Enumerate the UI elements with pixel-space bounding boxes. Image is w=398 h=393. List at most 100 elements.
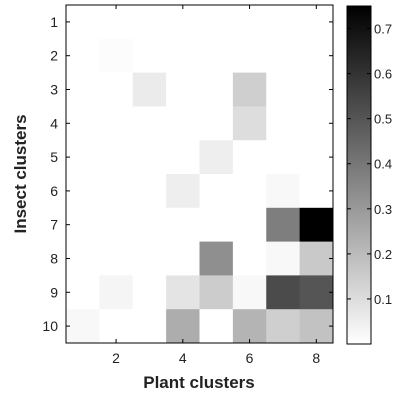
y-axis-ticks: 1 2 3 4 5 6 7 8 9 10 bbox=[42, 14, 333, 334]
heatmap-cell bbox=[66, 5, 100, 40]
y-tick-label: 9 bbox=[50, 284, 58, 300]
heatmap-cells bbox=[66, 5, 334, 344]
heatmap-cell bbox=[66, 309, 100, 344]
heatmap-cell bbox=[132, 106, 167, 141]
heatmap-cell bbox=[166, 5, 200, 40]
colorbar-tick-label: 0.2 bbox=[374, 247, 392, 262]
heatmap-cell bbox=[232, 38, 267, 73]
heatmap-cell bbox=[232, 106, 267, 141]
heatmap-cell bbox=[166, 106, 200, 141]
heatmap-cell bbox=[166, 309, 200, 344]
heatmap-cell bbox=[99, 72, 134, 107]
heatmap-cell bbox=[199, 275, 234, 310]
heatmap-cell bbox=[99, 275, 134, 310]
heatmap-cell bbox=[199, 140, 234, 175]
heatmap-cell bbox=[66, 106, 100, 141]
heatmap-cell bbox=[299, 72, 334, 107]
heatmap-cell bbox=[166, 38, 200, 73]
y-tick-label: 5 bbox=[50, 149, 58, 165]
y-tick-label: 2 bbox=[50, 48, 58, 64]
heatmap-cell bbox=[232, 5, 267, 40]
heatmap-cell bbox=[232, 241, 267, 276]
heatmap-cell bbox=[299, 275, 334, 310]
heatmap-cell bbox=[266, 5, 301, 40]
heatmap-cell bbox=[166, 140, 200, 175]
heatmap-cell bbox=[99, 140, 134, 175]
plot-frame bbox=[65, 4, 334, 344]
heatmap-cell bbox=[66, 241, 100, 276]
heatmap-cell bbox=[266, 309, 301, 344]
heatmap-cell bbox=[166, 207, 200, 242]
heatmap-cell bbox=[99, 309, 134, 344]
heatmap-cell bbox=[99, 207, 134, 242]
heatmap-cell bbox=[199, 72, 234, 107]
y-tick-label: 1 bbox=[50, 14, 58, 30]
heatmap-cell bbox=[266, 140, 301, 175]
heatmap-cell bbox=[266, 275, 301, 310]
colorbar bbox=[346, 5, 372, 345]
heatmap-cell bbox=[199, 106, 234, 141]
heatmap-cell bbox=[232, 72, 267, 107]
colorbar-tick-label: 0.4 bbox=[374, 157, 392, 172]
y-tick-label: 10 bbox=[42, 318, 58, 334]
heatmap-cell bbox=[132, 5, 167, 40]
colorbar-tick-label: 0.7 bbox=[374, 22, 392, 37]
heatmap-cell bbox=[199, 5, 234, 40]
heatmap-cell bbox=[132, 38, 167, 73]
colorbar-ticks: 0.1 0.2 0.3 0.4 0.5 0.6 0.7 bbox=[347, 22, 392, 307]
heatmap-cell bbox=[132, 207, 167, 242]
colorbar-tick-label: 0.3 bbox=[374, 202, 392, 217]
heatmap-cell bbox=[132, 241, 167, 276]
x-tick-label: 8 bbox=[312, 350, 320, 366]
heatmap-cell bbox=[99, 5, 134, 40]
heatmap-cell bbox=[299, 5, 334, 40]
heatmap-cell bbox=[199, 241, 234, 276]
heatmap-cell bbox=[299, 140, 334, 175]
heatmap-cell bbox=[266, 38, 301, 73]
heatmap-cell bbox=[132, 275, 167, 310]
heatmap-cell bbox=[199, 38, 234, 73]
heatmap-cell bbox=[166, 72, 200, 107]
heatmap-cell bbox=[199, 174, 234, 209]
heatmap-cell bbox=[299, 309, 334, 344]
heatmap-cell bbox=[99, 106, 134, 141]
heatmap-cell bbox=[232, 309, 267, 344]
heatmap-cell bbox=[266, 174, 301, 209]
colorbar-tick-label: 0.6 bbox=[374, 67, 392, 82]
heatmap-cell bbox=[166, 174, 200, 209]
heatmap-cell bbox=[132, 174, 167, 209]
heatmap-cell bbox=[266, 241, 301, 276]
heatmap-cell bbox=[66, 207, 100, 242]
y-axis-label: Insect clusters bbox=[11, 114, 30, 233]
heatmap-cell bbox=[232, 207, 267, 242]
heatmap-cell bbox=[299, 38, 334, 73]
heatmap-cell bbox=[66, 72, 100, 107]
heatmap-cell bbox=[299, 207, 334, 242]
heatmap-cell bbox=[299, 106, 334, 141]
heatmap-cell bbox=[166, 275, 200, 310]
y-tick-label: 6 bbox=[50, 183, 58, 199]
heatmap-cell bbox=[132, 140, 167, 175]
heatmap-cell bbox=[99, 241, 134, 276]
heatmap-cell bbox=[99, 174, 134, 209]
heatmap-cell bbox=[232, 275, 267, 310]
x-tick-label: 2 bbox=[112, 350, 120, 366]
heatmap-cell bbox=[66, 174, 100, 209]
heatmap-cell bbox=[299, 174, 334, 209]
colorbar-tick-label: 0.5 bbox=[374, 112, 392, 127]
y-tick-label: 4 bbox=[50, 115, 58, 131]
heatmap-cell bbox=[66, 140, 100, 175]
heatmap-cell bbox=[132, 72, 167, 107]
heatmap-cell bbox=[266, 207, 301, 242]
heatmap-cell bbox=[99, 38, 134, 73]
heatmap-cell bbox=[132, 309, 167, 344]
heatmap-cell bbox=[199, 309, 234, 344]
x-axis-label: Plant clusters bbox=[143, 373, 255, 392]
heatmap-cell bbox=[66, 38, 100, 73]
x-tick-label: 6 bbox=[246, 350, 254, 366]
y-tick-label: 7 bbox=[50, 217, 58, 233]
x-tick-label: 4 bbox=[179, 350, 187, 366]
heatmap-cell bbox=[299, 241, 334, 276]
heatmap-cell bbox=[232, 174, 267, 209]
